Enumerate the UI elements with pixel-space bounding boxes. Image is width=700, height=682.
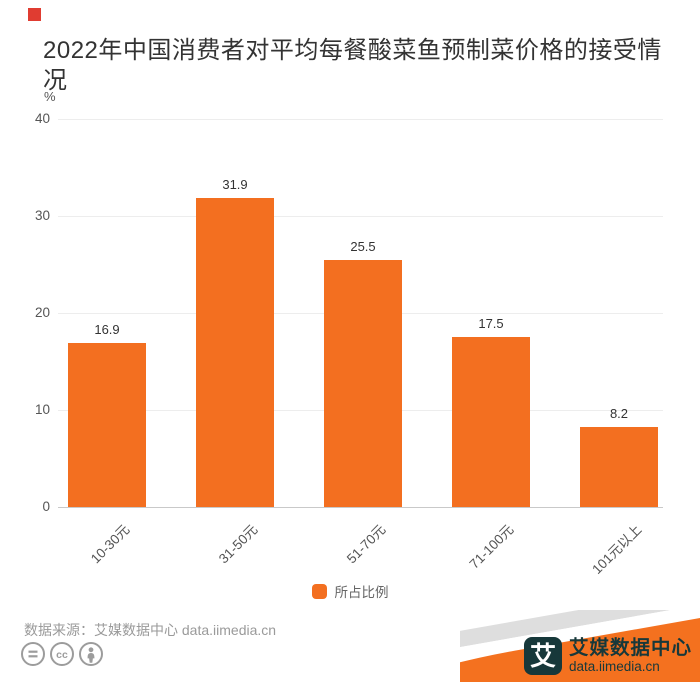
legend-swatch (311, 583, 327, 599)
brand-url: data.iimedia.cn (568, 658, 660, 674)
bar-value-label: 17.5 (478, 316, 504, 332)
page-marker-square (28, 8, 41, 21)
brand-logo-icon: 艾 (523, 637, 562, 675)
bar-101元以上 (580, 427, 658, 507)
brand-logo[interactable]: 艾 艾媒数据中心 data.iimedia.cn (523, 636, 692, 675)
y-axis-tick-label: 0 (42, 499, 50, 514)
gridline-30 (58, 216, 663, 217)
bar-value-label: 25.5 (350, 238, 376, 254)
svg-text:cc: cc (56, 649, 68, 661)
chart-title: 2022年中国消费者对平均每餐酸菜鱼预制菜价格的接受情况 (43, 37, 662, 94)
y-axis-tick-label: 30 (34, 208, 50, 223)
person-icon[interactable] (78, 641, 104, 667)
y-axis-tick-label: 20 (34, 305, 50, 320)
bar-chart: % 0 10 20 30 40 16.9 10-30元 31.9 31-50元 25.5 51-70… (0, 85, 700, 605)
bar-value-label: 8.2 (609, 406, 629, 422)
gridline-40 (58, 119, 663, 120)
bar-value-label: 16.9 (94, 322, 120, 338)
x-axis-category-label: 51-70元 (343, 521, 389, 567)
bar-71-100元 (452, 337, 530, 507)
bar-31-50元 (196, 197, 274, 507)
bar-10-30元 (68, 343, 146, 507)
cc-icon[interactable]: cc (49, 641, 75, 667)
y-axis-tick-label: 40 (34, 111, 50, 126)
license-icons: cc (20, 641, 104, 667)
brand-watermark[interactable]: 艾 艾媒数据中心 data.iimedia.cn (460, 610, 700, 682)
legend-label: 所占比例 (334, 585, 389, 600)
brand-name: 艾媒数据中心 (568, 636, 692, 659)
y-axis-tick-label: 10 (34, 402, 50, 417)
data-source-text: 数据来源：艾媒数据中心 data.iimedia.cn (24, 622, 277, 638)
gridline-0 (58, 507, 663, 508)
bar-51-70元 (324, 259, 402, 507)
equals-icon[interactable] (20, 641, 46, 667)
legend: 所占比例 (0, 581, 700, 601)
y-axis-unit-label: % (44, 89, 56, 104)
bar-value-label: 31.9 (222, 176, 248, 192)
